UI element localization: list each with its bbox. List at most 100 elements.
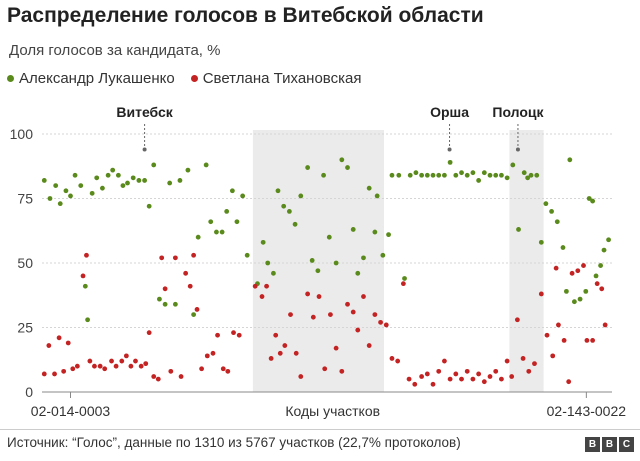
data-point — [493, 172, 499, 178]
data-point — [234, 219, 240, 225]
data-point — [260, 239, 266, 245]
data-point — [68, 193, 73, 199]
data-point — [316, 294, 322, 299]
annotation-dot — [515, 147, 520, 152]
y-tick-label: 100 — [10, 126, 34, 142]
data-point — [436, 368, 442, 374]
data-point — [82, 283, 88, 289]
data-point — [298, 193, 304, 199]
data-point — [350, 227, 356, 232]
data-point — [601, 247, 607, 253]
data-point — [293, 350, 299, 356]
data-point — [459, 170, 464, 176]
data-point — [520, 356, 526, 361]
data-point — [526, 368, 532, 374]
data-point — [487, 374, 493, 379]
data-point — [374, 193, 380, 199]
data-point — [470, 170, 476, 176]
data-point — [130, 175, 136, 181]
data-point — [102, 366, 108, 372]
data-point — [380, 252, 386, 258]
data-point — [436, 172, 442, 178]
data-point — [424, 371, 430, 377]
data-point — [544, 332, 550, 338]
data-point — [110, 167, 116, 173]
data-point — [240, 193, 246, 199]
bbc-logo-letter: B — [602, 437, 617, 452]
data-point — [315, 268, 321, 274]
data-point — [487, 172, 493, 178]
data-point — [309, 258, 315, 263]
data-point — [406, 376, 412, 382]
y-tick-label: 25 — [17, 320, 33, 336]
data-point — [594, 281, 600, 287]
data-point — [305, 291, 311, 297]
data-point — [265, 260, 271, 266]
data-point — [143, 361, 149, 367]
data-point — [224, 209, 230, 214]
data-point — [89, 190, 95, 196]
legend: Александр Лукашенко Светлана Тихановская — [7, 70, 361, 87]
data-point — [146, 203, 152, 209]
data-point — [219, 229, 225, 235]
data-point — [210, 350, 216, 356]
data-point — [481, 379, 487, 385]
data-point — [453, 371, 459, 377]
data-point — [61, 368, 67, 374]
data-point — [63, 188, 69, 194]
data-point — [355, 327, 361, 333]
data-point — [598, 263, 603, 268]
data-point — [185, 167, 191, 173]
data-point — [85, 317, 90, 323]
data-point — [476, 178, 482, 183]
data-point — [590, 198, 596, 204]
legend-label-tikhanovskaya: Светлана Тихановская — [202, 70, 362, 87]
data-point — [229, 188, 235, 194]
data-point — [453, 172, 459, 178]
data-point — [419, 172, 425, 178]
data-point — [372, 312, 378, 317]
data-point — [554, 219, 560, 225]
data-point — [109, 358, 114, 364]
data-point — [123, 353, 129, 359]
data-point — [136, 178, 142, 183]
data-point — [298, 374, 304, 379]
data-point — [566, 379, 572, 385]
data-point — [339, 368, 345, 374]
data-point — [509, 374, 515, 379]
data-point — [413, 170, 419, 176]
data-point — [128, 363, 134, 369]
annotation-label: Витебск — [116, 104, 173, 120]
legend-item-tikhanovskaya: Светлана Тихановская — [190, 70, 362, 87]
data-point — [47, 196, 53, 201]
data-point — [504, 175, 510, 181]
data-point — [178, 374, 184, 379]
data-point — [94, 175, 100, 181]
data-point — [177, 178, 183, 183]
data-point — [583, 288, 589, 294]
data-point — [203, 162, 209, 168]
data-point — [214, 229, 219, 235]
data-point — [564, 288, 569, 294]
bbc-logo-letter: C — [619, 437, 634, 452]
data-point — [328, 312, 333, 317]
data-point — [366, 185, 372, 191]
data-point — [567, 157, 573, 163]
data-point — [215, 332, 220, 338]
data-point — [333, 260, 339, 266]
data-point — [584, 338, 590, 343]
data-point — [84, 252, 89, 258]
data-point — [571, 299, 577, 305]
data-point — [146, 330, 152, 336]
data-point — [586, 196, 592, 201]
data-point — [57, 201, 63, 207]
data-point — [514, 317, 520, 323]
data-point — [281, 203, 287, 209]
data-point — [569, 270, 575, 276]
data-point — [220, 366, 226, 372]
data-point — [194, 307, 200, 312]
data-point — [282, 343, 288, 348]
data-point — [549, 209, 554, 214]
data-point — [543, 201, 549, 207]
data-point — [383, 322, 389, 328]
